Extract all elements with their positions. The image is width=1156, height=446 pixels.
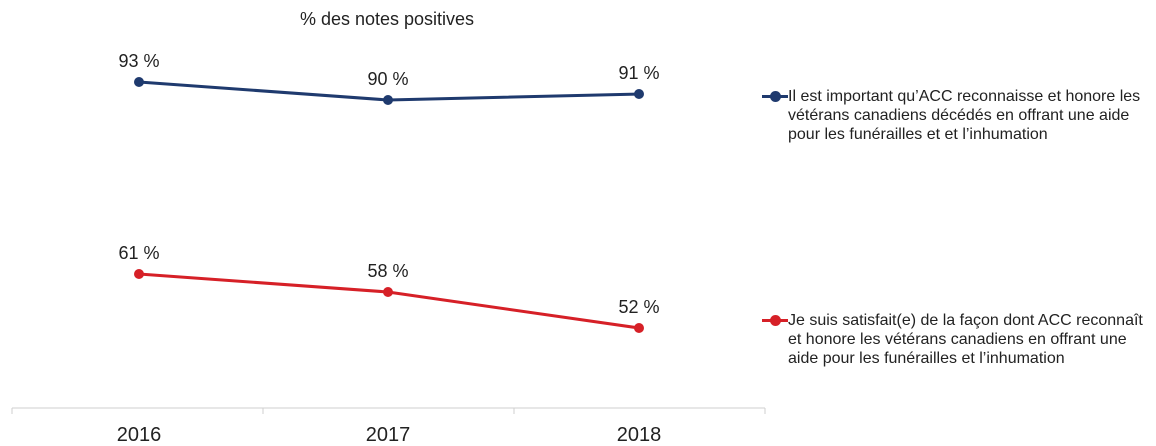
legend-label: Il est important qu’ACC reconnaisse et h…: [788, 88, 1141, 143]
data-label-1-2016: 61 %: [118, 243, 159, 263]
data-point-0-2016: [134, 77, 144, 87]
data-point-1-2018: [634, 323, 644, 333]
chart-title: % des notes positives: [300, 9, 474, 29]
data-point-1-2016: [134, 269, 144, 279]
legend-item-important: Il est important qu’ACC reconnaisse et h…: [762, 87, 1154, 144]
data-label-0-2016: 93 %: [118, 51, 159, 71]
data-label-1-2018: 52 %: [618, 297, 659, 317]
legend-label: Je suis satisfait(e) de la façon dont AC…: [788, 312, 1143, 367]
legend-item-satisfait: Je suis satisfait(e) de la façon dont AC…: [762, 311, 1154, 368]
data-label-0-2018: 91 %: [618, 63, 659, 83]
data-point-1-2017: [383, 287, 393, 297]
data-label-0-2017: 90 %: [367, 69, 408, 89]
series-line-1: [138, 272, 640, 330]
x-tick-label-2017: 2017: [366, 424, 411, 446]
x-tick-label-2016: 2016: [117, 424, 162, 446]
data-label-1-2017: 58 %: [367, 261, 408, 281]
legend-marker-icon: [762, 311, 788, 331]
data-point-0-2017: [383, 95, 393, 105]
x-tick-label-2018: 2018: [617, 424, 662, 446]
data-point-0-2018: [634, 89, 644, 99]
legend-marker-icon: [762, 87, 788, 107]
